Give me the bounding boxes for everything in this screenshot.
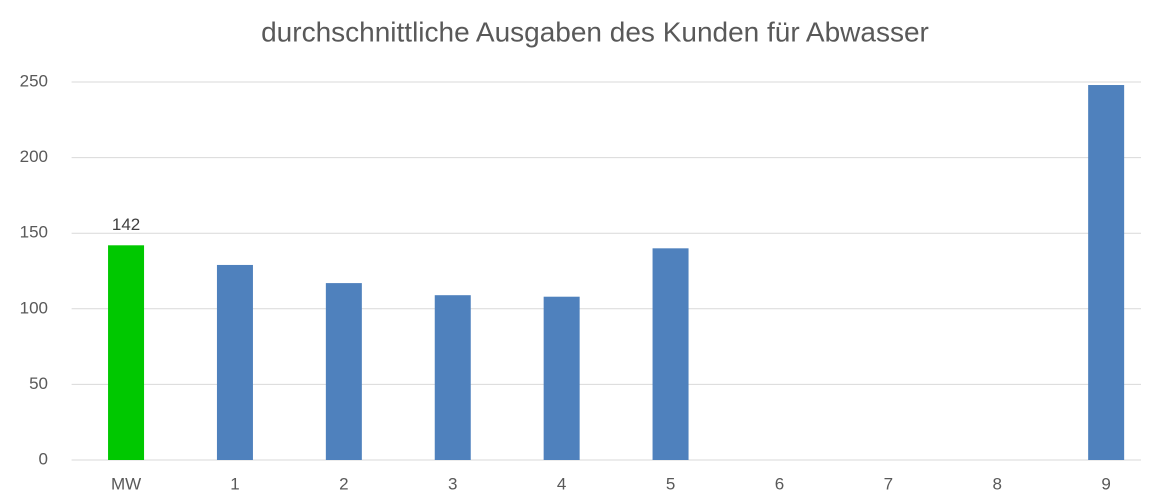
bar: [108, 245, 145, 460]
x-tick-label: 1: [230, 474, 239, 493]
bar: [1088, 85, 1125, 461]
bar: [543, 296, 580, 460]
x-tick-label: 8: [993, 474, 1002, 493]
x-tick-label: 6: [775, 474, 784, 493]
x-tick-label: 7: [884, 474, 893, 493]
x-tick-label: MW: [111, 474, 141, 493]
x-tick-label: 3: [448, 474, 457, 493]
y-tick-label: 50: [29, 374, 48, 393]
x-tick-label: 9: [1101, 474, 1110, 493]
y-tick-label: 0: [39, 449, 48, 468]
y-tick-label: 150: [20, 223, 48, 242]
y-tick-label: 200: [20, 147, 48, 166]
data-label: 142: [112, 215, 140, 234]
bar: [325, 283, 362, 460]
chart-title: durchschnittliche Ausgaben des Kunden fü…: [261, 16, 929, 47]
bar: [652, 248, 689, 460]
y-tick-label: 100: [20, 298, 48, 317]
x-tick-label: 4: [557, 474, 566, 493]
x-tick-label: 2: [339, 474, 348, 493]
y-tick-label: 250: [20, 71, 48, 90]
bar: [216, 264, 253, 460]
bar: [434, 295, 471, 460]
x-tick-label: 5: [666, 474, 675, 493]
